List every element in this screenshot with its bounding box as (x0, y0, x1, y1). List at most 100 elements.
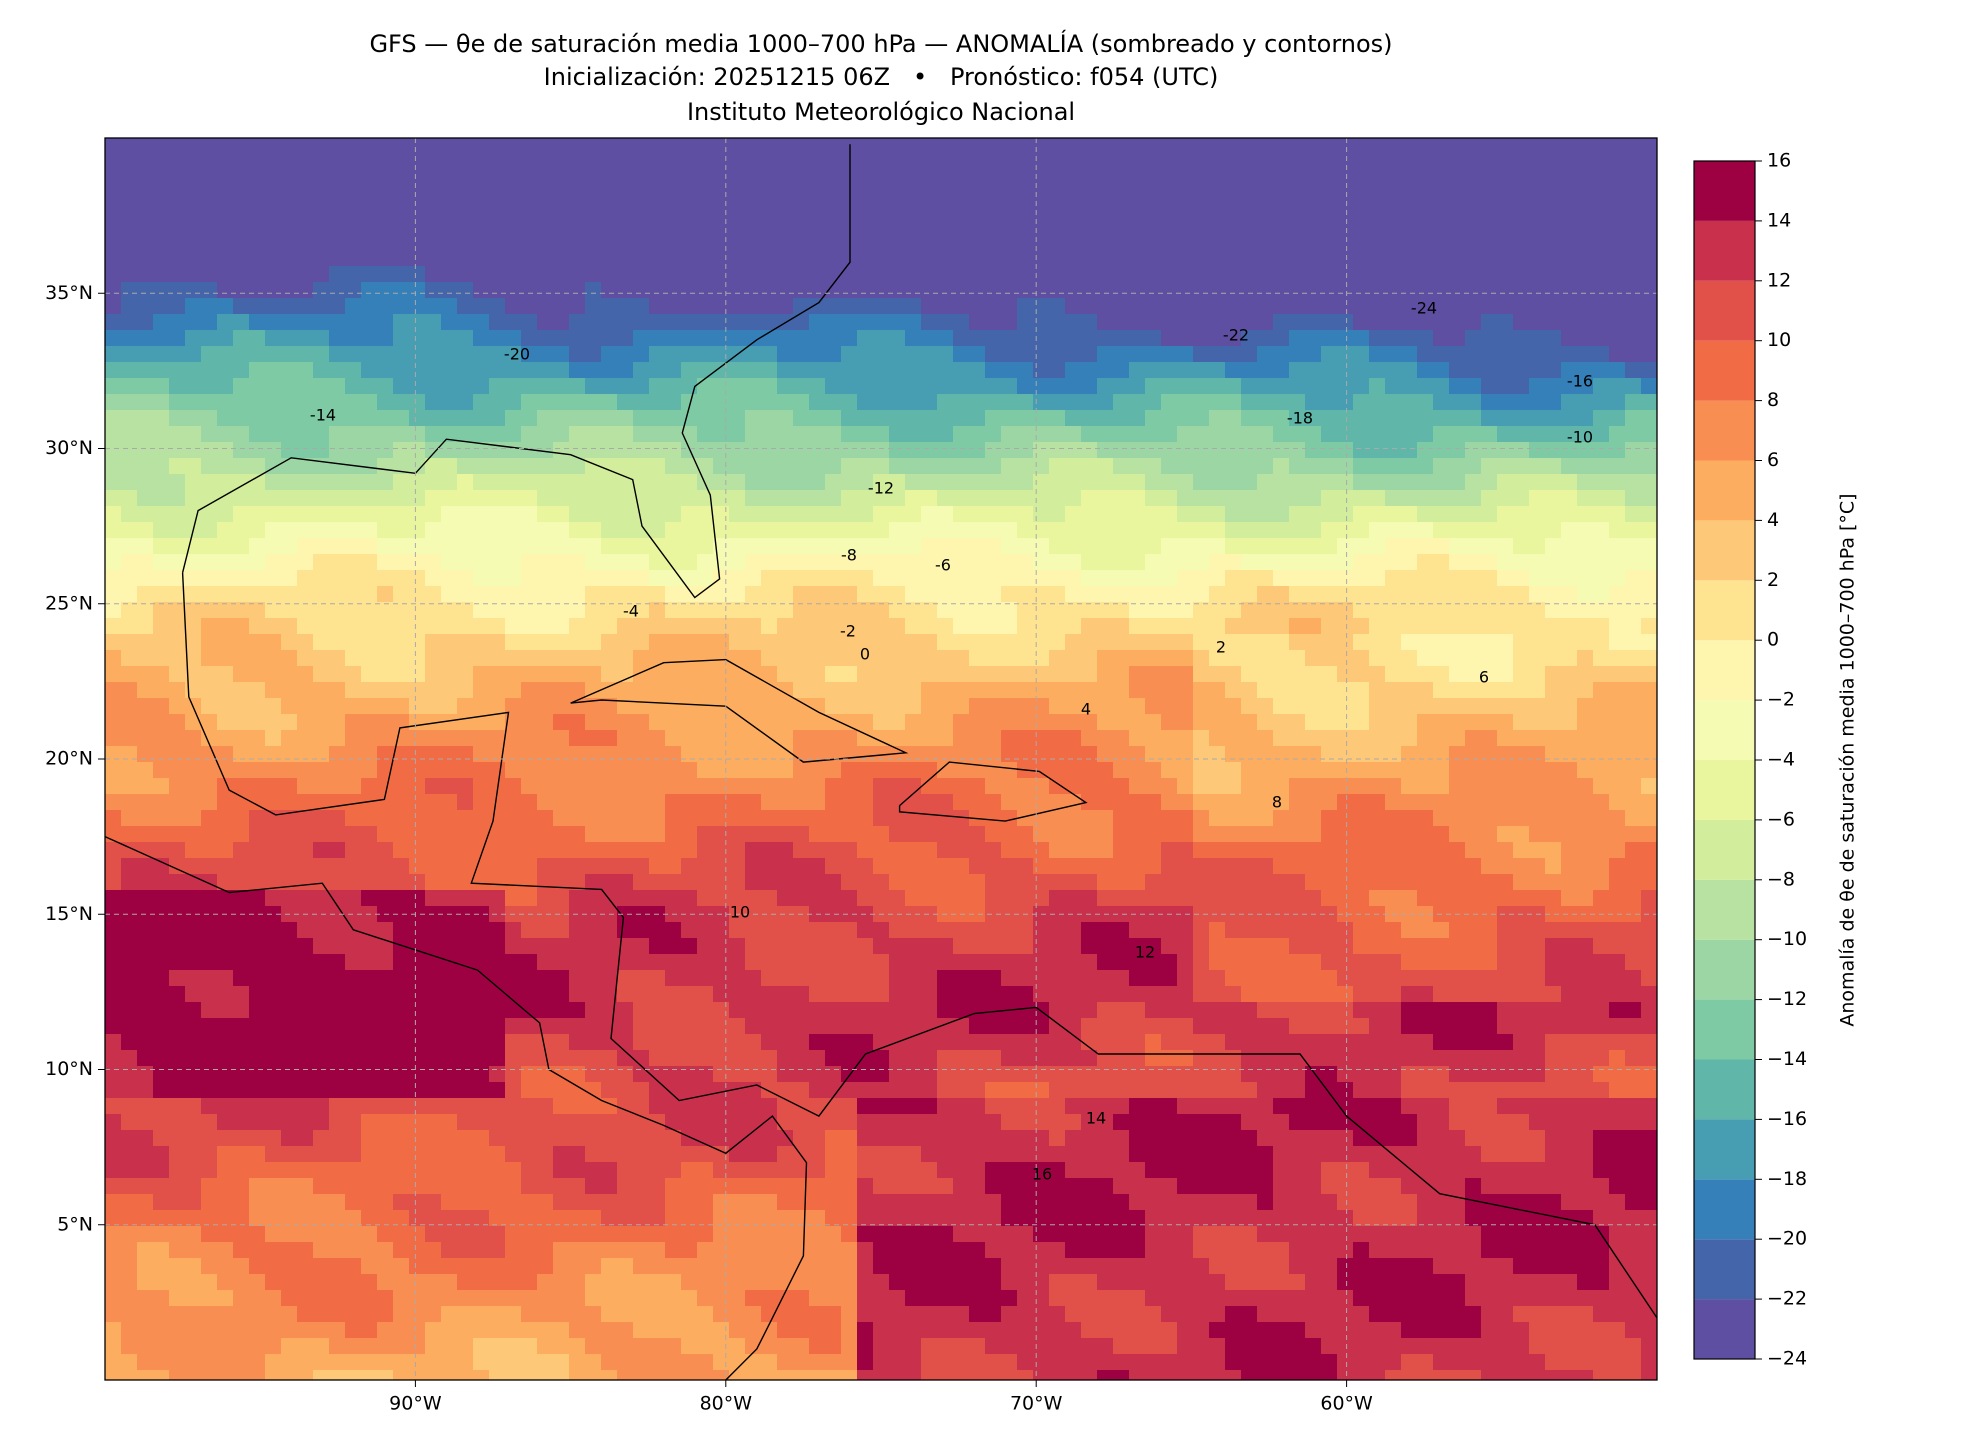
field-cell (553, 778, 570, 795)
field-cell (329, 362, 346, 379)
field-cell (1273, 746, 1290, 763)
field-cell (1145, 234, 1162, 251)
field-cell (1241, 266, 1258, 283)
field-cell (201, 282, 218, 299)
field-cell (1065, 922, 1082, 939)
field-cell (729, 330, 746, 347)
field-cell (1465, 810, 1482, 827)
field-cell (185, 202, 202, 219)
field-cell (1417, 538, 1434, 555)
field-cell (777, 474, 794, 491)
field-cell (105, 170, 122, 187)
field-cell (505, 426, 522, 443)
field-cell (569, 138, 586, 155)
field-cell (1385, 474, 1402, 491)
field-cell (1257, 362, 1274, 379)
field-cell (585, 938, 602, 955)
field-cell (281, 250, 298, 267)
field-cell (697, 218, 714, 235)
field-cell (121, 170, 138, 187)
field-cell (1625, 154, 1642, 171)
field-cell (1273, 922, 1290, 939)
field-cell (281, 794, 298, 811)
field-cell (1449, 282, 1466, 299)
field-cell (1417, 634, 1434, 651)
field-cell (1353, 202, 1370, 219)
field-cell (1193, 506, 1210, 523)
field-cell (425, 314, 442, 331)
field-cell (1433, 330, 1450, 347)
field-cell (441, 538, 458, 555)
field-cell (889, 634, 906, 651)
field-cell (857, 426, 874, 443)
field-cell (553, 202, 570, 219)
field-cell (1097, 186, 1114, 203)
field-cell (1001, 346, 1018, 363)
field-cell (857, 618, 874, 635)
field-cell (1353, 250, 1370, 267)
field-cell (697, 570, 714, 587)
field-cell (425, 554, 442, 571)
field-cell (873, 250, 890, 267)
field-cell (1609, 138, 1626, 155)
field-cell (345, 314, 362, 331)
field-cell (1065, 730, 1082, 747)
field-cell (1433, 778, 1450, 795)
field-cell (617, 842, 634, 859)
field-cell (585, 842, 602, 859)
field-cell (1609, 730, 1626, 747)
field-cell (1561, 490, 1578, 507)
field-cell (1625, 746, 1642, 763)
field-cell (1209, 154, 1226, 171)
field-cell (761, 202, 778, 219)
field-cell (1145, 778, 1162, 795)
field-cell (1321, 538, 1338, 555)
field-cell (1241, 698, 1258, 715)
field-cell (489, 266, 506, 283)
field-cell (1337, 410, 1354, 427)
field-cell (777, 922, 794, 939)
field-cell (569, 762, 586, 779)
field-cell (681, 762, 698, 779)
field-cell (1289, 922, 1306, 939)
field-cell (1465, 234, 1482, 251)
field-cell (1529, 138, 1546, 155)
field-cell (681, 282, 698, 299)
field-cell (1513, 362, 1530, 379)
field-cell (953, 586, 970, 603)
field-cell (1609, 170, 1626, 187)
field-cell (457, 650, 474, 667)
field-cell (281, 682, 298, 699)
field-cell (905, 330, 922, 347)
field-cell (857, 954, 874, 971)
field-cell (969, 250, 986, 267)
field-cell (1497, 394, 1514, 411)
field-cell (137, 730, 154, 747)
field-cell (1401, 746, 1418, 763)
field-cell (1065, 426, 1082, 443)
field-cell (1545, 890, 1562, 907)
field-cell (265, 906, 282, 923)
field-cell (793, 586, 810, 603)
field-cell (601, 458, 618, 475)
field-cell (1273, 810, 1290, 827)
field-cell (1465, 874, 1482, 891)
field-cell (937, 922, 954, 939)
field-cell (1465, 378, 1482, 395)
field-cell (1321, 570, 1338, 587)
field-cell (1385, 202, 1402, 219)
field-cell (825, 570, 842, 587)
field-cell (953, 218, 970, 235)
field-cell (1209, 538, 1226, 555)
field-cell (841, 298, 858, 315)
field-cell (889, 330, 906, 347)
field-cell (633, 234, 650, 251)
field-cell (665, 442, 682, 459)
field-cell (441, 346, 458, 363)
field-cell (1385, 298, 1402, 315)
field-cell (297, 522, 314, 539)
field-cell (521, 794, 538, 811)
field-cell (825, 330, 842, 347)
field-cell (873, 682, 890, 699)
field-cell (665, 762, 682, 779)
